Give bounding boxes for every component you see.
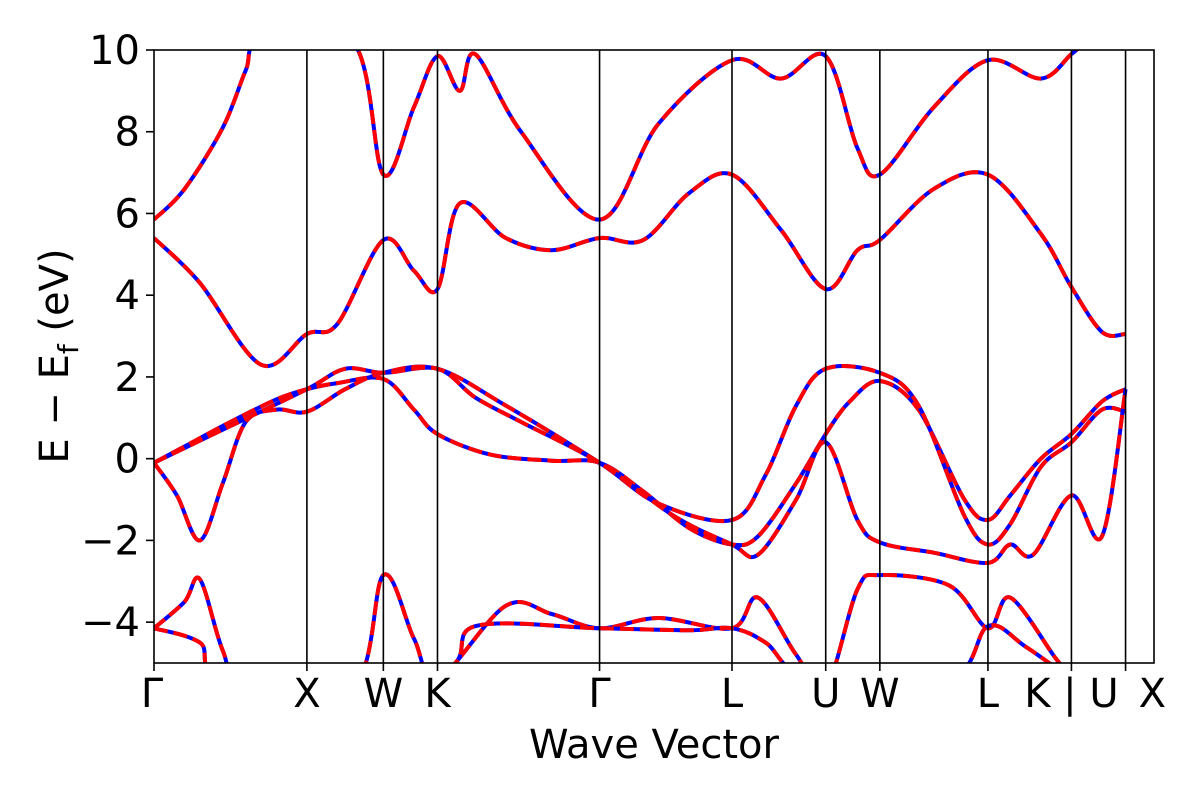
kpoint-lines (306, 50, 1127, 663)
y-axis-label-subscript: f (52, 343, 85, 354)
y-tick-label: 8 (115, 110, 140, 156)
x-tick-label: K | U (1024, 671, 1118, 717)
band-line-b (154, 621, 1053, 663)
plot-background (154, 50, 1154, 663)
x-axis-label: Wave Vector (529, 722, 780, 768)
band-line-b (154, 365, 1128, 565)
x-tick-label: L (721, 671, 744, 717)
y-tick-label: 10 (89, 28, 140, 74)
y-tick-label: 0 (115, 437, 140, 483)
x-tick-label: K (424, 671, 452, 717)
y-tick-label: −2 (81, 518, 140, 564)
x-tick-label: L (977, 671, 1000, 717)
x-tick-label: X (293, 671, 320, 717)
y-axis-label: E − Ef (eV) (32, 248, 85, 463)
x-tick-label: U (811, 671, 840, 717)
band-line-b (154, 375, 1127, 548)
x-tick-label: X (1139, 671, 1166, 717)
plot-frame (153, 49, 1155, 664)
x-tick-label: W (860, 671, 900, 717)
x-tick-label: W (364, 671, 404, 717)
y-axis-ticks: −4 −2 0 2 4 6 8 10 (81, 28, 154, 646)
x-tick-label: Γ (588, 671, 611, 717)
y-tick-label: 4 (115, 273, 140, 319)
y-tick-label: 6 (115, 191, 140, 237)
y-tick-label: 2 (115, 355, 140, 401)
y-tick-label: −4 (81, 600, 140, 646)
x-tick-label: Γ (141, 671, 164, 717)
band-line-a (154, 50, 1080, 222)
